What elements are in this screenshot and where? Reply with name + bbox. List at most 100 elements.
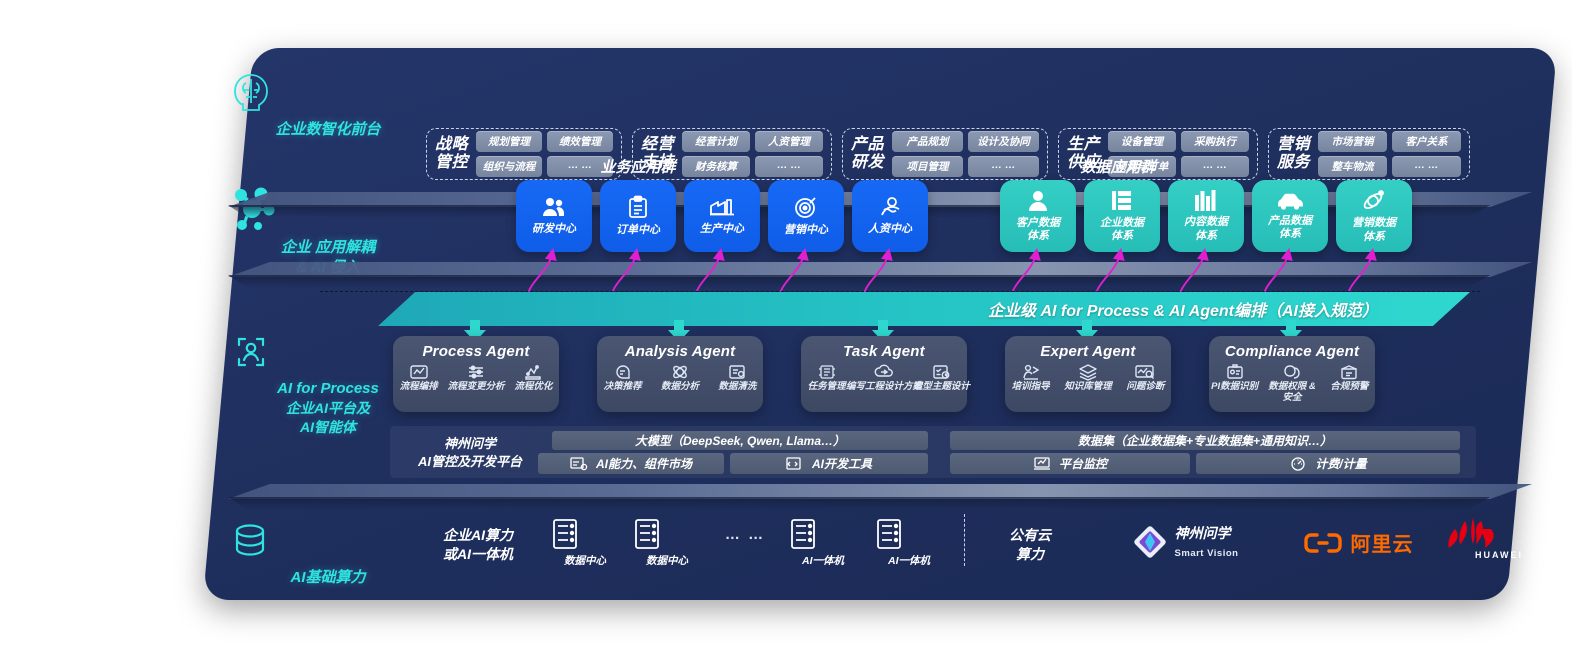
chip[interactable]: 项目管理 [892,156,963,177]
agent-item[interactable]: 流程编排 [393,363,444,393]
data-card-label: 内容数据 体系 [1184,216,1228,242]
agent-item[interactable]: 知识库管理 [1062,363,1113,393]
brain-head-icon [228,70,428,114]
domain-group-4-name: 营销 服务 [1277,135,1311,171]
chip[interactable]: 设备管理 [1108,131,1176,152]
data-card-marketing[interactable]: 营销数据 体系 [1336,180,1412,252]
infra-node-ai2[interactable]: AI一体机 [874,518,944,568]
data-card-content[interactable]: 内容数据 体系 [1168,180,1244,252]
agent-item[interactable]: 合规预警 [1324,363,1375,404]
infra-node-label: 数据中心 [564,555,606,567]
model-bar[interactable]: 大模型（DeepSeek, Qwen, Llama…） [552,431,928,450]
billing-cell[interactable]: 计费/计量 [1196,453,1460,474]
rail-compute: AI基础算力 [228,520,428,588]
agent-item-label: 合规预警 [1330,381,1369,392]
car-icon [1276,191,1304,210]
factory-icon [709,195,735,218]
monitor-icon [1033,456,1051,471]
chip[interactable]: 人资管理 [755,131,823,152]
vendor-shenzhou-name: 神州问学 [1174,525,1231,541]
agent-process[interactable]: Process Agent 流程编排 流程变更分析 流程优化 [393,336,559,412]
chip[interactable]: … … [1392,156,1461,177]
model-bar-label: 大模型（DeepSeek, Qwen, Llama…） [634,434,846,448]
agent-item[interactable]: 任务管理 [801,363,852,393]
rail-decouple: 企业 应用解耦 & AI 侵入 [228,186,428,279]
domain-group-0-name: 战略 管控 [435,135,469,171]
agent-item[interactable]: 流程变更分析 [447,363,505,393]
agent-expert[interactable]: Expert Agent 培训指导 知识库管理 问题诊断 [1005,336,1171,412]
agent-item[interactable]: 决策推荐 [597,363,648,393]
vendor-huawei[interactable]: HUAWEI [1444,516,1554,560]
devtool-icon [786,456,804,471]
app-card-label: 研发中心 [532,222,576,235]
ai-orchestration-band[interactable]: 企业级 AI for Process & AI Agent编排（AI接入规范） [378,292,1470,326]
agent-item-label: 数据清洗 [718,381,757,392]
building-icon [1110,189,1134,212]
platform-monitor-cell[interactable]: 平台监控 [950,453,1190,474]
user-profile-icon [1027,189,1049,212]
decision-icon [613,363,633,381]
vendor-shenzhou[interactable]: 神州问学 Smart Vision [1096,524,1274,561]
target-icon [794,195,818,219]
vendor-shenzhou-sub: Smart Vision [1174,547,1239,559]
agent-compliance[interactable]: Compliance Agent PI数据识别 数据权限 & 安全 合规预警 [1209,336,1375,412]
cloud-gear-icon [873,363,895,381]
data-card-customer[interactable]: 客户数据 体系 [1000,180,1076,252]
agent-item[interactable]: 造型主题设计 [913,363,970,393]
training-icon [1021,363,1041,381]
atom-analysis-icon [670,363,690,381]
chip[interactable]: 设计及协同 [968,131,1039,152]
server-icon [788,518,858,550]
ai-market-cell[interactable]: AI能力、组件市场 [538,453,724,474]
data-group-title: 数据应用群 [1080,159,1156,176]
agent-item[interactable]: 数据分析 [654,363,705,393]
infra-node-dc2[interactable]: 数据中心 [632,518,702,568]
chip[interactable]: 产品规划 [892,131,963,152]
agent-analysis[interactable]: Analysis Agent 决策推荐 数据分析 数据清洗 [597,336,763,412]
data-card-enterprise[interactable]: 企业数据 体系 [1084,180,1160,252]
infra-node-ai1[interactable]: AI一体机 [788,518,858,568]
clipboard-icon [627,195,649,219]
checklist-clock-icon [931,363,951,381]
rail-decouple-label2: & AI 侵入 [296,259,360,277]
chip[interactable]: 经营计划 [682,131,750,152]
agent-item[interactable]: 问题诊断 [1120,363,1171,393]
dataset-bar[interactable]: 数据集（企业数据集+专业数据集+通用知识…） [950,431,1460,450]
agent-task[interactable]: Task Agent 任务管理 编写工程设计方案 造型主题设计 [801,336,970,412]
chip[interactable]: 采购执行 [1181,131,1249,152]
optimize-icon [523,363,543,381]
gauge-icon [1289,456,1307,471]
data-card-label: 营销数据 体系 [1352,217,1396,243]
rail-aiprocess: AI for Process 企业AI平台及 AI智能体 [228,331,428,437]
agent-item[interactable]: 流程优化 [508,363,559,393]
domain-group-4[interactable]: 营销 服务 市场营销 客户关系 整车物流 … … [1268,128,1470,180]
app-card-order[interactable]: 订单中心 [600,180,676,252]
ai-market-label: AI能力、组件市场 [595,457,692,471]
chip[interactable]: 规划管理 [476,131,542,152]
ai-devtool-cell[interactable]: AI开发工具 [730,453,928,474]
agent-item[interactable]: PI数据识别 [1209,363,1260,404]
agent-item[interactable]: 数据权限 & 安全 [1266,363,1317,404]
diagram-frame: 企业数智化前台 企业 应用解耦 & AI 侵入 AI f [202,48,1558,600]
data-card-product[interactable]: 产品数据 体系 [1252,180,1328,252]
chip[interactable]: 绩效管理 [547,131,613,152]
infra-node-dc1[interactable]: 数据中心 [550,518,620,568]
app-card-marketing[interactable]: 营销中心 [768,180,844,252]
app-card-rd[interactable]: 研发中心 [516,180,592,252]
agent-item[interactable]: 培训指导 [1005,363,1056,393]
chip[interactable]: 客户关系 [1392,131,1461,152]
infra-node-label: AI一体机 [802,555,844,567]
agent-item-label: PI数据识别 [1211,381,1259,392]
infra-node-ellipsis: … … [710,526,780,544]
vendor-aliyun[interactable]: 阿里云 [1274,528,1442,557]
chip[interactable]: 市场营销 [1318,131,1387,152]
agent-item[interactable]: 编写工程设计方案 [846,363,922,393]
shenzhou-logo-icon [1132,524,1168,560]
chip[interactable]: 整车物流 [1318,156,1387,177]
app-card-hr[interactable]: 人资中心 [852,180,928,252]
app-card-production[interactable]: 生产中心 [684,180,760,252]
app-card-label: 人资中心 [868,223,912,236]
infrastructure-row: 企业AI算力 或AI一体机 数据中心 数据中心 … … AI一体机 AI一体机 [248,504,1523,582]
agent-item[interactable]: 数据清洗 [712,363,763,393]
dataset-bar-label: 数据集（企业数据集+专业数据集+通用知识…） [1077,434,1333,448]
